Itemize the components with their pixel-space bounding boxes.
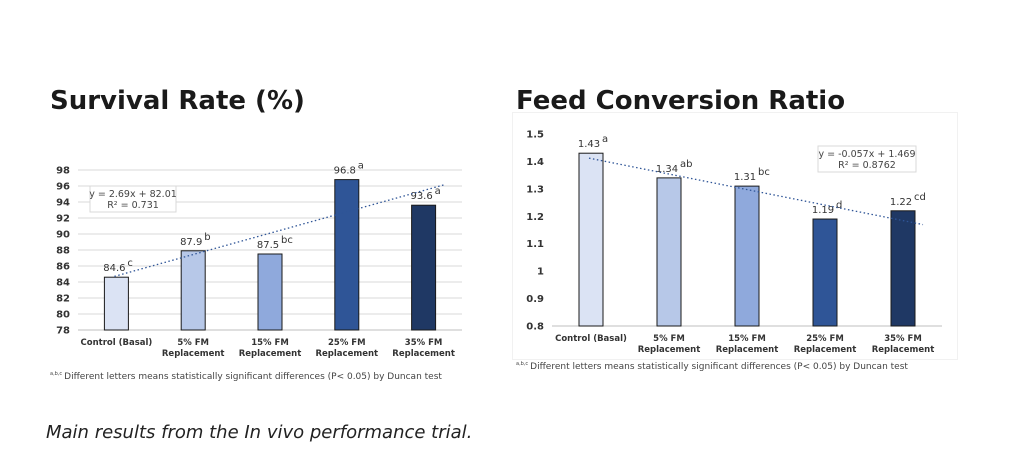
fcr-y-tick-label: 1	[537, 267, 544, 278]
survival-x-tick-label: 35% FM	[405, 338, 443, 348]
fcr-significance-letter: bc	[758, 167, 770, 178]
fcr-data-label: 1.31	[734, 172, 756, 183]
figure-caption: Main results from the In vivo performanc…	[46, 422, 473, 443]
fcr-data-label: 1.34	[656, 164, 678, 175]
fcr-bar	[578, 152, 604, 327]
fcr-y-tick-label: 1.4	[526, 157, 544, 168]
survival-y-tick-label: 94	[56, 198, 70, 209]
survival-y-tick-label: 88	[56, 246, 70, 257]
footnote-superscript: a,b,c	[50, 371, 63, 377]
survival-equation-box	[89, 185, 177, 213]
fcr-x-tick-label: Replacement	[716, 345, 779, 355]
survival-chart-title: Survival Rate (%)	[50, 86, 305, 116]
fcr-bar	[890, 210, 916, 327]
fcr-y-tick-label: 1.2	[526, 212, 544, 223]
survival-bar	[103, 276, 129, 331]
fcr-significance-letter: ab	[680, 159, 692, 170]
survival-x-tick-label: Control (Basal)	[81, 338, 153, 348]
fcr-significance-letter: d	[836, 200, 842, 211]
footnote-superscript: a,b,c	[516, 361, 529, 367]
survival-trend-r2: R² = 0.731	[107, 200, 159, 211]
survival-bar	[411, 204, 437, 331]
survival-trend-equation: y = 2.69x + 82.01	[89, 189, 177, 200]
survival-y-tick-label: 80	[56, 310, 70, 321]
survival-significance-letter: a	[358, 161, 364, 172]
survival-significance-letter: bc	[281, 235, 293, 246]
survival-x-tick-label: 25% FM	[328, 338, 366, 348]
survival-y-tick-label: 86	[56, 262, 70, 273]
fcr-chart-title: Feed Conversion Ratio	[516, 86, 846, 116]
fcr-x-tick-label: Replacement	[794, 345, 857, 355]
footnote-text: Different letters means statistically si…	[64, 372, 442, 382]
fcr-data-label: 1.22	[890, 197, 912, 208]
survival-significance-letter: b	[204, 232, 210, 243]
fcr-trendline	[588, 157, 924, 226]
survival-significance-letter: a	[435, 186, 441, 197]
fcr-bar	[656, 177, 682, 327]
footnote-text: Different letters means statistically si…	[530, 362, 908, 372]
survival-y-tick-label: 84	[56, 278, 70, 289]
fcr-x-tick-label: 5% FM	[653, 334, 685, 344]
fcr-bar	[812, 218, 838, 327]
fcr-y-tick-label: 1.1	[526, 239, 544, 250]
fcr-trend-equation: y = -0.057x + 1.469	[818, 149, 915, 160]
fcr-bar	[734, 185, 760, 327]
survival-data-label: 84.6	[103, 263, 125, 274]
fcr-x-tick-label: Replacement	[638, 345, 701, 355]
survival-bar	[180, 250, 206, 331]
fcr-equation-box	[817, 145, 917, 173]
fcr-x-tick-label: Replacement	[872, 345, 935, 355]
survival-x-tick-label: Replacement	[316, 349, 379, 359]
fcr-y-tick-label: 0.9	[526, 294, 544, 305]
survival-y-tick-label: 92	[56, 214, 70, 225]
fcr-x-tick-label: 25% FM	[806, 334, 844, 344]
fcr-trend-r2: R² = 0.8762	[838, 160, 896, 171]
survival-trendline	[114, 184, 444, 278]
survival-y-tick-label: 82	[56, 294, 70, 305]
survival-x-tick-label: Replacement	[239, 349, 302, 359]
fcr-data-label: 1.19	[812, 205, 834, 216]
survival-y-tick-label: 90	[56, 230, 70, 241]
survival-footnote: a,b,c Different letters means statistical…	[50, 371, 442, 382]
survival-y-tick-label: 78	[56, 326, 70, 337]
fcr-x-tick-label: 35% FM	[884, 334, 922, 344]
fcr-x-tick-label: 15% FM	[728, 334, 766, 344]
fcr-y-tick-label: 0.8	[526, 322, 544, 333]
survival-data-label: 87.5	[257, 240, 279, 251]
survival-x-tick-label: Replacement	[392, 349, 455, 359]
survival-bar	[257, 253, 283, 331]
survival-y-tick-label: 96	[56, 182, 70, 193]
survival-significance-letter: c	[127, 258, 132, 269]
survival-y-tick-label: 98	[56, 166, 70, 177]
survival-data-label: 93.6	[410, 191, 432, 202]
fcr-x-tick-label: Control (Basal)	[555, 334, 627, 344]
fcr-significance-letter: cd	[914, 192, 926, 203]
fcr-y-tick-label: 1.5	[526, 130, 544, 141]
fcr-y-tick-label: 1.3	[526, 184, 544, 195]
survival-bar	[334, 179, 360, 331]
fcr-significance-letter: a	[602, 134, 608, 145]
survival-x-tick-label: 15% FM	[251, 338, 289, 348]
survival-x-tick-label: Replacement	[162, 349, 225, 359]
fcr-data-label: 1.43	[578, 139, 600, 150]
survival-x-tick-label: 5% FM	[177, 338, 209, 348]
fcr-footnote: a,b,c Different letters means statistical…	[516, 361, 908, 372]
survival-data-label: 96.8	[334, 166, 356, 177]
survival-data-label: 87.9	[180, 237, 202, 248]
